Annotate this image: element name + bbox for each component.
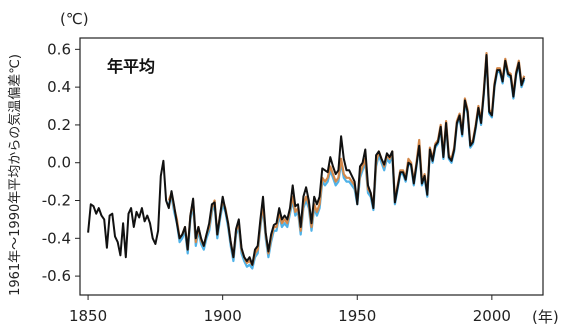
y-axis: -0.6 -0.4 -0.2 0.0 0.2 0.4 0.6 <box>42 40 80 285</box>
series-line-1 <box>167 55 526 270</box>
x-axis-unit-label: (年) <box>532 308 559 326</box>
x-tick-label: 1900 <box>204 307 242 325</box>
x-tick-label: 1850 <box>69 307 107 325</box>
plot-frame <box>79 37 544 296</box>
unit-label: (℃) <box>60 10 89 28</box>
x-tick-label: 1950 <box>338 307 376 325</box>
y-axis-title: 1961年〜1990年平均からの気温偏差℃) <box>7 54 23 296</box>
series-line-3 <box>87 54 526 266</box>
y-tick-label: 0.6 <box>47 40 71 58</box>
series-line-2 <box>167 52 526 266</box>
y-tick-label: -0.4 <box>42 229 71 247</box>
x-tick-label: 2000 <box>473 307 511 325</box>
x-axis: 1850 1900 1950 2000 <box>69 295 511 325</box>
y-tick-label: 0.4 <box>47 78 71 96</box>
series-layer <box>87 52 526 270</box>
y-tick-label: 0.2 <box>47 116 71 134</box>
y-tick-label: 0.0 <box>47 154 71 172</box>
y-tick-label: -0.2 <box>42 192 71 210</box>
y-tick-label: -0.6 <box>42 267 71 285</box>
chart-title: 年平均 <box>107 57 155 76</box>
